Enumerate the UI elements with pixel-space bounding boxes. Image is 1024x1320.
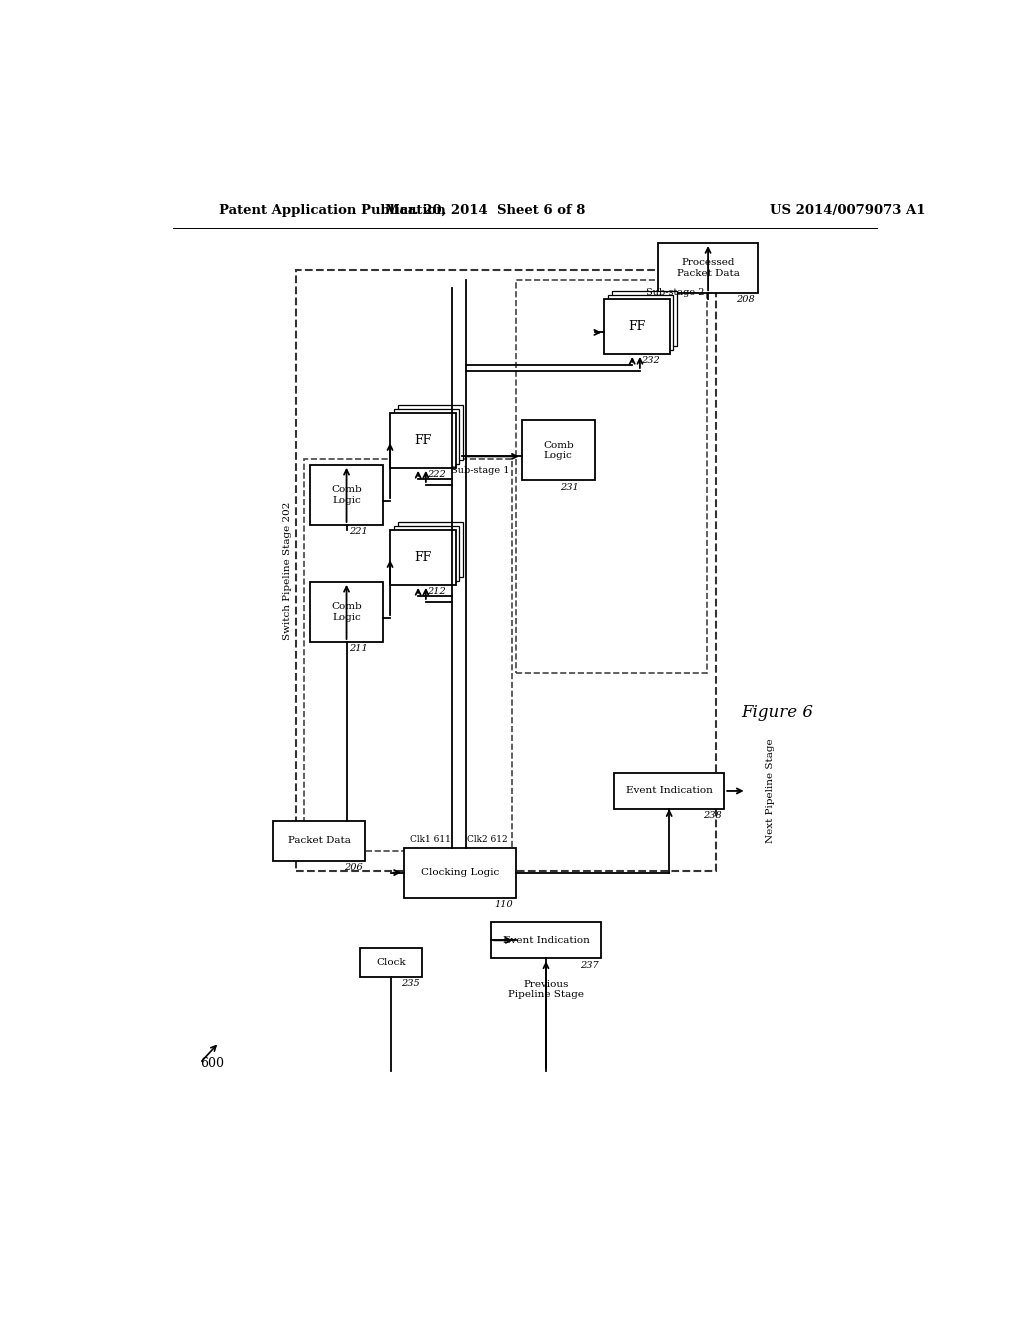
Text: 600: 600 [200, 1056, 224, 1069]
Text: Event Indication: Event Indication [503, 936, 590, 945]
Bar [310, 582, 383, 642]
Bar [397, 405, 463, 461]
Bar [390, 529, 456, 585]
Text: FF: FF [628, 319, 645, 333]
Text: 221: 221 [349, 527, 368, 536]
Text: 232: 232 [641, 356, 660, 366]
Text: FF: FF [414, 550, 431, 564]
Text: 110: 110 [495, 900, 513, 909]
Text: Switch Pipeline Stage 202: Switch Pipeline Stage 202 [284, 502, 292, 639]
Text: Clk2 612: Clk2 612 [467, 834, 508, 843]
Text: Patent Application Publication: Patent Application Publication [219, 205, 445, 218]
Text: 222: 222 [427, 470, 446, 479]
Bar [273, 821, 366, 861]
Text: 212: 212 [427, 587, 446, 597]
Bar [390, 413, 456, 469]
Text: 206: 206 [344, 863, 364, 873]
Text: Next Pipeline Stage: Next Pipeline Stage [766, 739, 775, 843]
Text: 208: 208 [736, 296, 755, 305]
Text: Clocking Logic: Clocking Logic [421, 869, 499, 876]
Text: FF: FF [414, 434, 431, 446]
Bar [515, 280, 707, 673]
Bar [310, 465, 383, 525]
Bar [394, 409, 460, 465]
Text: US 2014/0079073 A1: US 2014/0079073 A1 [770, 205, 925, 218]
Text: 238: 238 [703, 812, 722, 820]
Text: Clock: Clock [376, 958, 406, 966]
Text: Figure 6: Figure 6 [741, 705, 813, 721]
Text: 231: 231 [560, 483, 580, 491]
Bar [403, 847, 515, 898]
Bar [394, 525, 460, 581]
Bar [604, 298, 670, 354]
Text: 235: 235 [400, 979, 419, 989]
Text: Event Indication: Event Indication [626, 787, 713, 796]
Text: Comb
Logic: Comb Logic [331, 602, 361, 622]
Text: Mar. 20, 2014  Sheet 6 of 8: Mar. 20, 2014 Sheet 6 of 8 [385, 205, 585, 218]
Bar [614, 774, 724, 809]
Text: Clk1 611: Clk1 611 [410, 834, 451, 843]
Text: Processed
Packet Data: Processed Packet Data [677, 259, 739, 277]
Bar [608, 294, 674, 350]
Bar [658, 243, 758, 293]
Text: Previous
Pipeline Stage: Previous Pipeline Stage [508, 979, 584, 999]
Text: Comb
Logic: Comb Logic [543, 441, 573, 459]
Bar [397, 521, 463, 577]
Bar [360, 948, 422, 977]
Bar [304, 459, 512, 851]
Bar [296, 271, 716, 871]
Text: 237: 237 [580, 961, 599, 970]
Text: Comb
Logic: Comb Logic [331, 486, 361, 504]
Bar [521, 420, 595, 480]
Text: 211: 211 [349, 644, 368, 653]
Bar [490, 923, 601, 958]
Text: Sub-stage 1: Sub-stage 1 [451, 466, 509, 475]
Text: Sub-stage 2: Sub-stage 2 [646, 288, 705, 297]
Text: Packet Data: Packet Data [288, 836, 350, 845]
Bar [611, 290, 677, 346]
